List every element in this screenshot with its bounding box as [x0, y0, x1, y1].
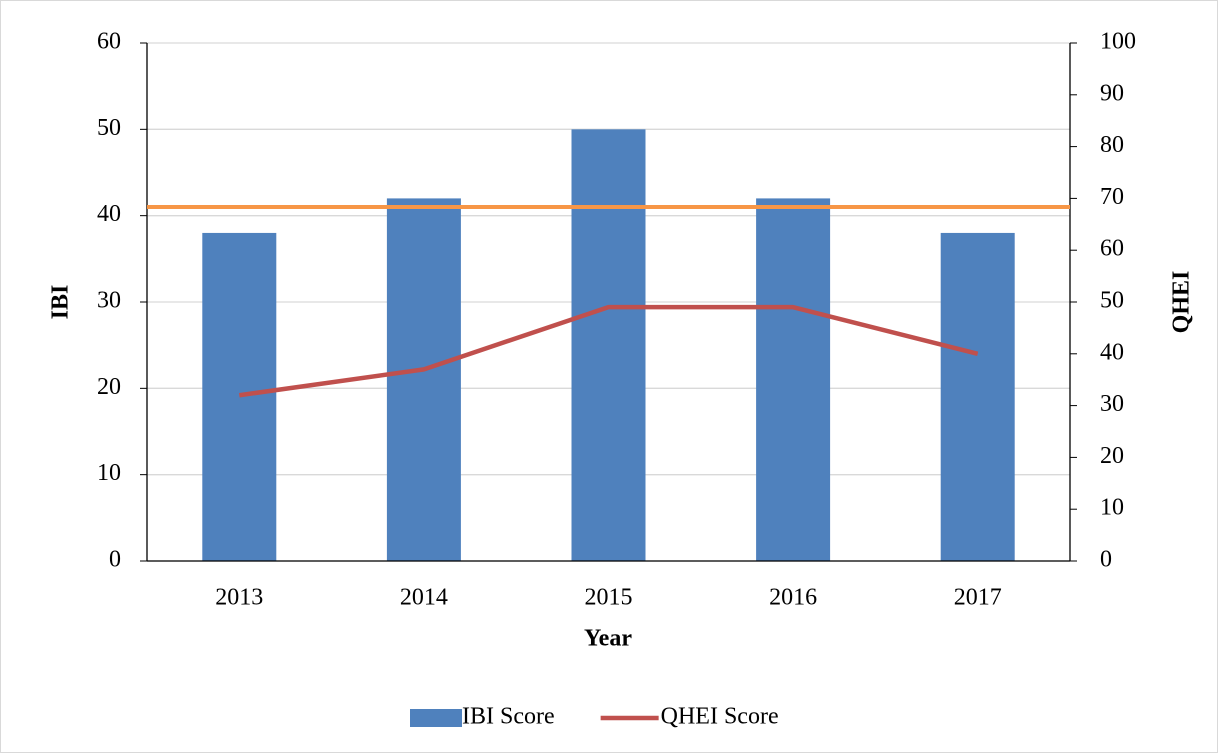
x-tick-label: 2013: [215, 585, 263, 611]
bar: [571, 129, 646, 562]
bar: [940, 232, 1015, 561]
y2-tick-label: 20: [1100, 443, 1124, 469]
bar: [202, 232, 277, 561]
y2-tick-label: 60: [1100, 236, 1124, 262]
y2-tick-label: 80: [1100, 132, 1124, 158]
y2-tick-label: 0: [1100, 547, 1112, 573]
y2-tick-label: 30: [1100, 391, 1124, 417]
legend-label: IBI Score: [462, 704, 555, 730]
x-tick-label: 2017: [954, 585, 1002, 611]
bar: [756, 198, 831, 561]
y2-tick-label: 10: [1100, 495, 1124, 521]
y-axis-title: IBI: [48, 285, 74, 320]
y-tick-label: 60: [97, 29, 121, 55]
x-axis-title: Year: [584, 626, 632, 652]
y-tick-label: 30: [97, 288, 121, 314]
y2-tick-label: 90: [1100, 80, 1124, 106]
x-tick-label: 2014: [400, 585, 448, 611]
x-tick-label: 2015: [585, 585, 633, 611]
legend-label: QHEI Score: [661, 704, 779, 730]
y2-tick-label: 50: [1100, 288, 1124, 314]
y2-tick-label: 40: [1100, 339, 1124, 365]
y-tick-label: 10: [97, 460, 121, 486]
y-tick-label: 20: [97, 374, 121, 400]
x-tick-label: 2016: [769, 585, 817, 611]
bar: [386, 198, 461, 561]
line-series: [238, 304, 979, 398]
y2-tick-label: 70: [1100, 184, 1124, 210]
legend-swatch: [410, 709, 462, 727]
y-tick-label: 40: [97, 201, 121, 227]
y2-axis-title: QHEI: [1169, 271, 1195, 334]
y2-tick-label: 100: [1100, 29, 1136, 55]
y-tick-label: 0: [109, 547, 121, 573]
y-tick-label: 50: [97, 115, 121, 141]
